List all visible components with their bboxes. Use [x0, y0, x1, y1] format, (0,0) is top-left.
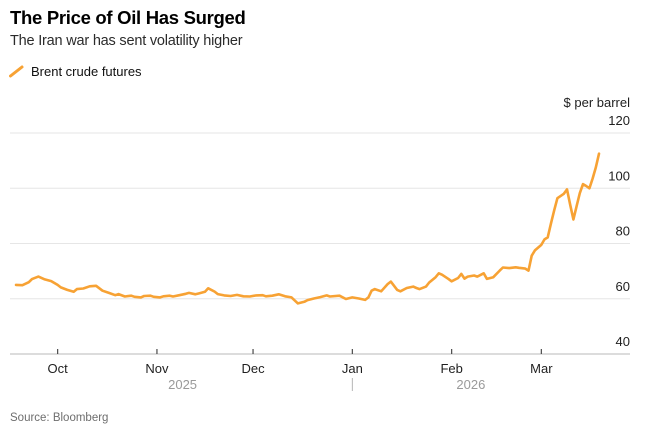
y-tick-label: 80	[616, 224, 630, 239]
legend-line-marker-icon	[9, 65, 24, 78]
price-line	[14, 152, 601, 305]
y-tick-label: 100	[608, 168, 630, 183]
source-note: Source: Bloomberg	[10, 412, 109, 424]
x-tick-label: Feb	[440, 361, 462, 376]
y-axis-unit-label: $ per barrel	[563, 95, 630, 110]
y-tick-label: 60	[616, 279, 630, 294]
year-label: 2025	[168, 377, 197, 392]
y-tick-label: 40	[616, 334, 630, 349]
x-tick-label: Oct	[48, 361, 69, 376]
chart-subtitle: The Iran war has sent volatility higher	[10, 33, 243, 49]
x-tick-label: Nov	[145, 361, 169, 376]
x-tick-label: Dec	[241, 361, 265, 376]
legend: Brent crude futures	[9, 64, 142, 79]
x-tick-label: Mar	[530, 361, 553, 376]
x-tick-label: Jan	[342, 361, 363, 376]
chart-title: The Price of Oil Has Surged	[10, 7, 246, 28]
year-label: 2026	[456, 377, 485, 392]
legend-label: Brent crude futures	[31, 64, 142, 79]
y-tick-label: 120	[608, 113, 630, 128]
